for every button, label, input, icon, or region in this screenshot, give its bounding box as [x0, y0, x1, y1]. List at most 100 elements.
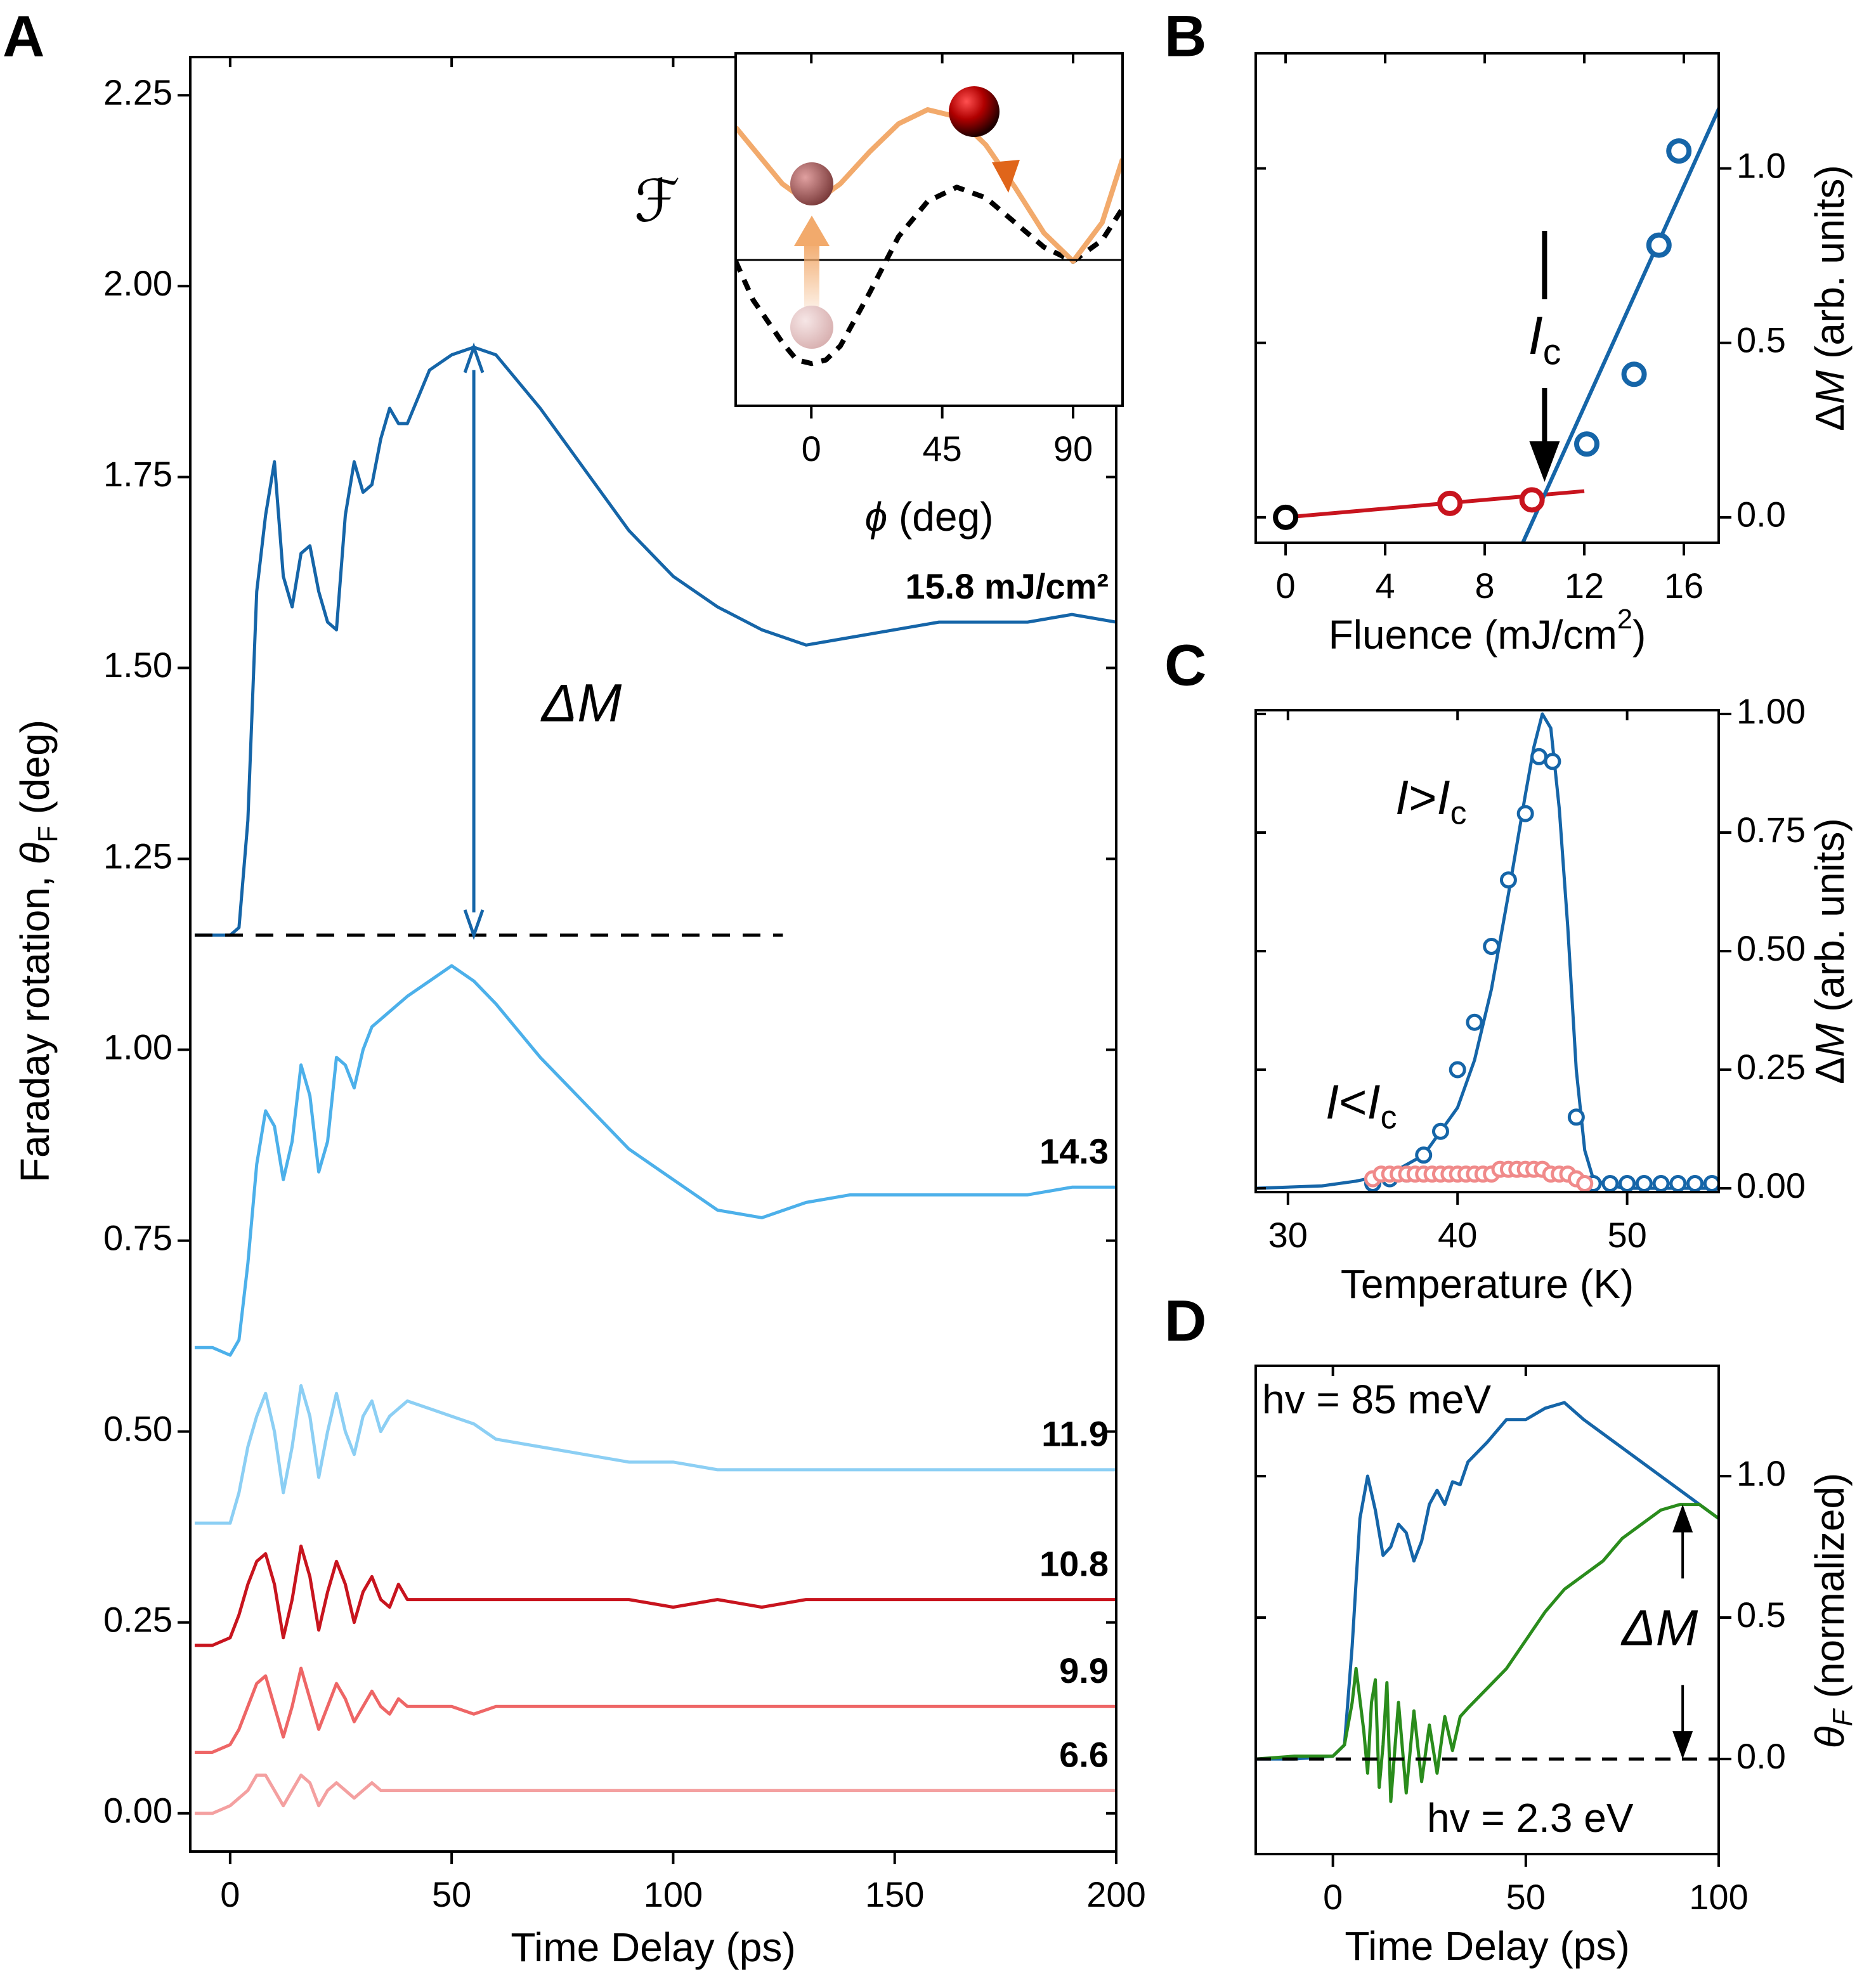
- annotation: ΔM: [540, 673, 622, 732]
- y-tick-label: 1.00: [103, 1027, 173, 1067]
- series-layer: [194, 346, 1116, 1815]
- x-axis-label-part: ϕ: [865, 494, 888, 540]
- annotation-part: c: [1381, 1098, 1397, 1135]
- annotation: I<Ic: [1326, 1075, 1397, 1135]
- x-tick-label: 16: [1664, 566, 1703, 606]
- threshold-label-part: c: [1543, 332, 1561, 373]
- x-tick-label: 100: [1689, 1877, 1748, 1917]
- marker: [1449, 1061, 1466, 1079]
- y-tick-label: 2.25: [103, 72, 173, 112]
- x-axis-label: Fluence (mJ/cm2): [1329, 604, 1646, 658]
- arrow-head: [1529, 441, 1560, 482]
- series-label: 11.9: [1041, 1414, 1109, 1454]
- series-label: hv = 2.3 eV: [1427, 1795, 1634, 1841]
- marker: [1573, 431, 1599, 457]
- ball-excited: [790, 162, 833, 205]
- plot-area: [1256, 1366, 1719, 1854]
- y-axis-label: ΔM (arb. units): [1807, 818, 1853, 1084]
- plot-layer: 0 50 100 150 2000.000.250.500.751.001.251.50…: [3, 4, 1858, 1970]
- y-tick-label: 0.5: [1736, 320, 1786, 360]
- y-axis-label-part: (arb. units): [1807, 818, 1853, 1023]
- series-label: 6.6: [1059, 1734, 1109, 1774]
- y-tick-label: 1.0: [1736, 1453, 1786, 1493]
- x-axis-label: ϕ (deg): [865, 494, 994, 540]
- y-tick-label: 0.75: [1736, 810, 1806, 850]
- x-tick-label: 50: [1607, 1215, 1646, 1255]
- y-tick-label: 0.25: [1736, 1047, 1806, 1087]
- y-tick-label: 0.50: [1736, 928, 1806, 968]
- x-axis-label: Temperature (K): [1341, 1261, 1634, 1307]
- excitation-arrow: [804, 241, 819, 307]
- marker: [1273, 504, 1299, 530]
- series-line: [194, 1774, 1116, 1815]
- series-line: [194, 1666, 1116, 1754]
- annotation-part: I: [1367, 1075, 1381, 1129]
- series-label: 10.8: [1039, 1543, 1109, 1583]
- y-axis-label-part: (normalized): [1807, 1473, 1853, 1709]
- ball-switching: [949, 86, 1000, 137]
- panel-label: A: [3, 4, 44, 68]
- x-axis-label-part: Fluence (mJ/cm: [1329, 612, 1617, 658]
- panel-label: D: [1164, 1288, 1206, 1353]
- series-line: [194, 346, 1116, 937]
- marker: [1601, 1175, 1619, 1192]
- x-tick-label: 30: [1268, 1215, 1308, 1255]
- y-tick-label: 0.00: [103, 1791, 173, 1831]
- annotation: ΔM: [1620, 1599, 1698, 1656]
- x-tick-label: 45: [922, 429, 961, 469]
- threshold-label-part: I: [1528, 306, 1542, 365]
- marker: [1686, 1175, 1704, 1192]
- arrow-head: [463, 342, 485, 373]
- series-line: [1521, 107, 1719, 543]
- x-tick-label: 100: [644, 1874, 703, 1914]
- plot-area: [1256, 53, 1719, 543]
- marker: [1415, 1146, 1433, 1164]
- series-label: 9.9: [1059, 1651, 1109, 1690]
- y-axis-label-part: (deg): [12, 720, 58, 826]
- arrow-head: [1672, 1731, 1693, 1760]
- x-tick-label: 8: [1475, 566, 1494, 606]
- series-line: [1256, 1503, 1719, 1803]
- y-tick-label: 1.25: [103, 836, 173, 876]
- x-tick-label: 90: [1053, 429, 1093, 469]
- x-tick-label: 0: [802, 429, 821, 469]
- y-tick-label: 1.0: [1736, 145, 1786, 185]
- y-tick-label: 0.50: [103, 1408, 173, 1448]
- marker: [1669, 1175, 1687, 1192]
- marker: [1530, 748, 1548, 765]
- x-tick-label: 0: [1323, 1877, 1343, 1917]
- y-tick-label: 0.25: [103, 1600, 173, 1640]
- frame: [1254, 52, 1720, 544]
- y-axis-label: ΔM (arb. units): [1807, 165, 1853, 431]
- x-axis-label-part: (deg): [887, 494, 993, 540]
- y-tick-label: 0.0: [1736, 495, 1786, 535]
- excitation-arrow-head: [794, 216, 830, 246]
- y-tick-label: 2.00: [103, 263, 173, 303]
- marker: [1646, 232, 1672, 258]
- marker: [1519, 487, 1545, 513]
- marker: [1431, 1122, 1449, 1140]
- y-tick-label: 0.0: [1736, 1736, 1786, 1776]
- y-axis-label-part: Faraday rotation,: [12, 864, 58, 1183]
- series-line: [1256, 1401, 1719, 1761]
- annotation-part: I: [1326, 1075, 1339, 1129]
- frame: [734, 52, 1124, 407]
- y-tick-label: 0.75: [103, 1217, 173, 1257]
- y-axis-label: Faraday rotation, θF (deg): [12, 720, 63, 1183]
- marker: [1544, 753, 1561, 770]
- marker: [1666, 138, 1692, 164]
- annotation-part: <: [1339, 1075, 1367, 1129]
- arrow-head: [463, 909, 485, 940]
- x-axis-label-part: ): [1632, 612, 1646, 658]
- marker: [1635, 1175, 1653, 1192]
- marker: [1466, 1013, 1483, 1031]
- inset-illustration: [736, 86, 1123, 349]
- x-tick-label: 200: [1086, 1874, 1145, 1914]
- x-tick-label: 12: [1565, 566, 1604, 606]
- y-axis-label: θF (normalized): [1807, 1473, 1858, 1749]
- annotation-part: I: [1437, 771, 1450, 825]
- y-tick-label: 1.00: [1736, 691, 1806, 731]
- arrow-head: [1672, 1504, 1693, 1533]
